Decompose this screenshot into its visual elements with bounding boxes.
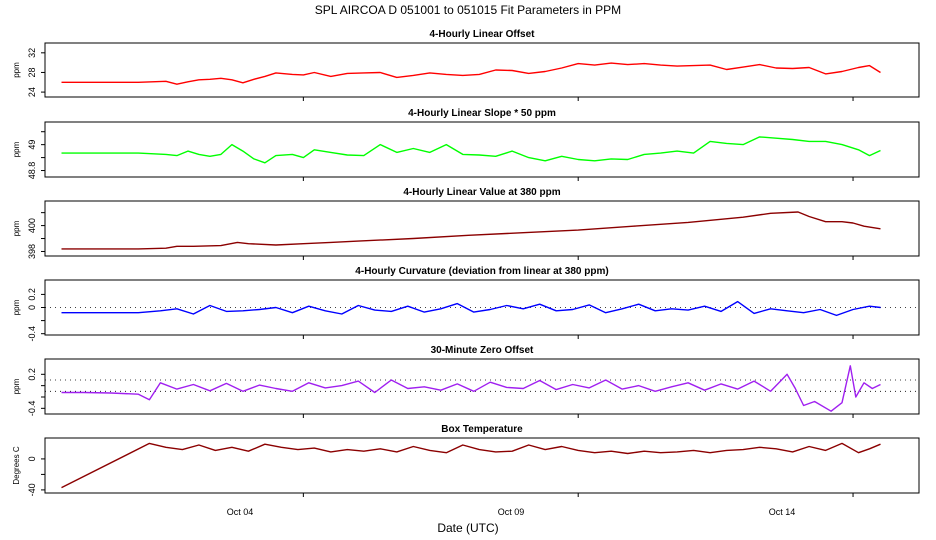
- panel-title: 4-Hourly Linear Offset: [429, 29, 535, 40]
- figure-title: SPL AIRCOA D 051001 to 051015 Fit Parame…: [315, 3, 621, 17]
- panel-frame: [44, 121, 920, 178]
- y-axis-label: Degrees C: [12, 446, 21, 484]
- y-tick-label: 49: [27, 140, 37, 150]
- y-axis-label: ppm: [12, 141, 21, 157]
- y-tick-label: 0.2: [27, 288, 37, 301]
- panel-title: 4-Hourly Curvature (deviation from linea…: [355, 266, 608, 277]
- y-tick-label: 0.2: [27, 368, 37, 381]
- y-tick-label: 32: [27, 48, 37, 58]
- panel-6: Box Temperature -40 0 Degrees C: [12, 424, 920, 497]
- y-tick-label: 398: [27, 244, 37, 259]
- y-tick-label: -0.4: [27, 401, 37, 417]
- series-line: [61, 62, 881, 85]
- y-tick-label: 0: [27, 305, 37, 310]
- panels: 4-Hourly Linear Offset242832ppm4-Hourly …: [12, 29, 920, 497]
- panel-frame: [44, 42, 920, 98]
- y-tick-label: -0.4: [27, 326, 37, 342]
- panel-frame: [44, 358, 920, 415]
- panel-title: 4-Hourly Linear Value at 380 ppm: [403, 187, 560, 198]
- panel-title: 4-Hourly Linear Slope * 50 ppm: [408, 108, 556, 119]
- panel-frame: [44, 200, 920, 257]
- series-line: [61, 365, 881, 412]
- series-line: [61, 136, 881, 164]
- panel-2: 4-Hourly Linear Slope * 50 ppm 48.8 49 ppm: [12, 108, 920, 181]
- y-tick-label: -40: [27, 483, 37, 496]
- y-axis-label: ppm: [12, 378, 21, 394]
- panel-frame: [44, 279, 920, 336]
- x-tick-label: Oct 14: [769, 507, 796, 517]
- panel-3: 4-Hourly Linear Value at 380 ppm 398 400 pp…: [12, 187, 920, 260]
- panel-title: 30-Minute Zero Offset: [431, 345, 534, 356]
- x-tick-label: Oct 09: [498, 507, 525, 517]
- y-tick-label: 24: [27, 87, 37, 97]
- series-line: [61, 442, 881, 489]
- x-axis-label: Date (UTC): [437, 521, 498, 535]
- y-tick-label: 400: [27, 218, 37, 233]
- panel-5: 30-Minute Zero Offset -0.4 0.2 ppm: [12, 345, 920, 418]
- panel-title: Box Temperature: [441, 424, 523, 435]
- x-tick-label: Oct 04: [227, 507, 254, 517]
- y-tick-label: 28: [27, 67, 37, 77]
- series-line: [61, 300, 881, 317]
- y-axis-label: ppm: [12, 299, 21, 315]
- panel-1: 4-Hourly Linear Offset 24 28 32 ppm: [12, 29, 920, 101]
- y-tick-label: 0: [27, 456, 37, 461]
- panel-4: 4-Hourly Curvature (deviation from linea…: [12, 266, 920, 342]
- panel-frame: [44, 437, 920, 494]
- series-line: [61, 211, 881, 250]
- y-axis-label: ppm: [12, 62, 21, 78]
- y-tick-label: 48.8: [27, 162, 37, 180]
- y-axis-label: ppm: [12, 220, 21, 236]
